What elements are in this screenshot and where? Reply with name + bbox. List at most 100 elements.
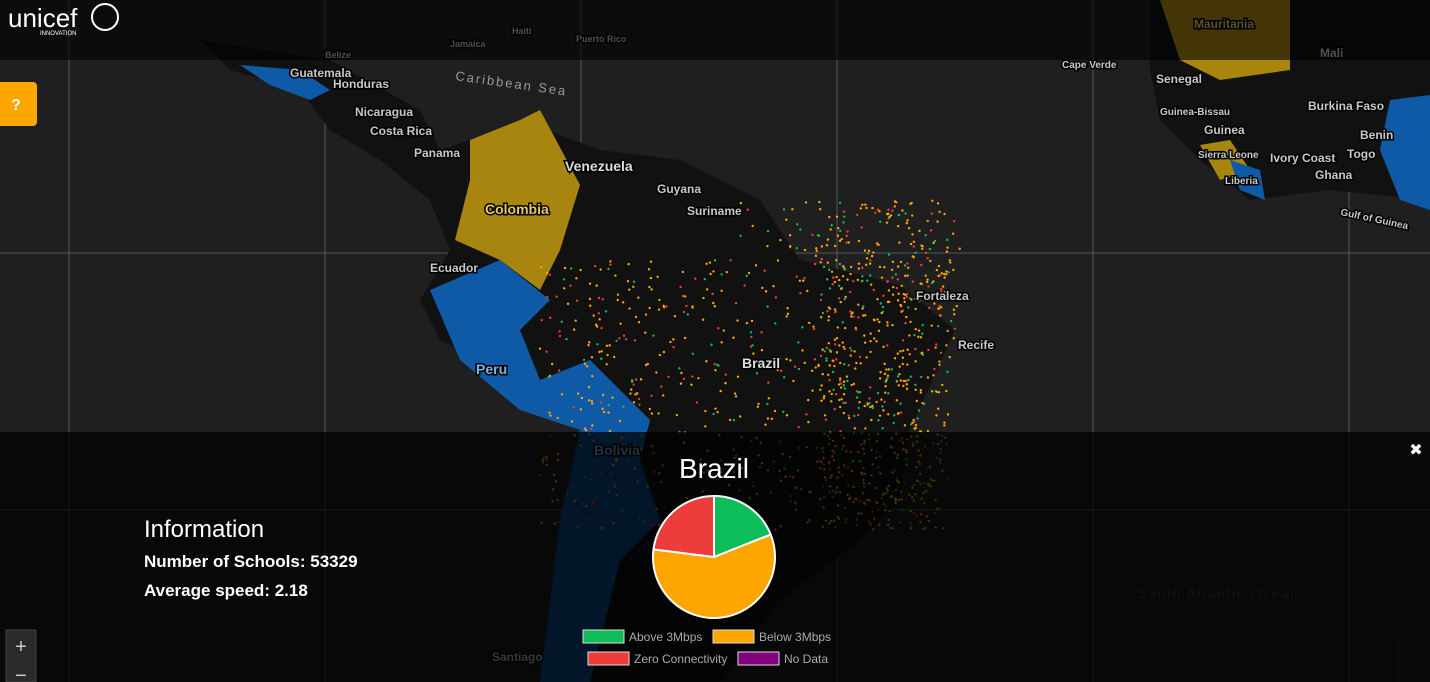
school-dot [716,363,719,367]
school-dot [869,350,872,354]
speed-label: Average speed: [144,581,270,600]
school-dot [861,203,864,207]
school-dot [798,279,802,283]
map-label: Honduras [333,77,389,91]
school-dot [885,378,888,382]
school-dot [861,266,864,270]
school-dot [656,275,659,279]
close-button[interactable]: ✖ [1409,442,1422,459]
help-label[interactable]: ? [11,97,21,114]
school-dot [952,308,956,311]
school-dot [746,208,750,211]
school-dot [601,407,604,411]
zoom-out[interactable]: − [15,665,27,682]
school-dot [896,278,900,281]
school-dot [755,372,759,375]
school-dot [591,374,594,378]
school-dot [739,201,743,205]
peru [430,260,650,460]
school-dot [841,275,845,278]
school-dot [720,273,723,276]
school-dot [752,352,755,355]
school-dot [892,421,895,425]
school-dot [720,289,723,292]
school-dot [937,391,941,394]
school-dot [916,417,919,420]
school-dot [828,287,832,290]
school-dot [796,223,799,226]
school-dot [877,243,880,247]
zoom-control: + − [5,629,37,682]
school-dot [766,305,769,308]
school-dot [855,390,859,393]
school-dot [720,341,723,344]
school-dot [538,347,542,350]
school-dot [842,411,846,415]
school-dot [929,259,932,263]
school-dot [876,208,880,212]
school-dot [629,392,632,395]
school-dot [734,395,738,398]
school-dot [845,234,849,238]
zoom-in[interactable]: + [15,636,27,658]
map-label: Nicaragua [355,105,413,119]
school-dot [766,402,769,406]
school-dot [607,267,610,271]
school-dot [823,350,826,353]
school-dot [926,280,929,284]
school-dot [815,247,818,250]
school-dot [622,334,626,337]
pie-slice [652,494,715,559]
school-dot [678,367,681,370]
school-dot [820,257,824,261]
school-dot [919,389,923,392]
school-dot [763,269,766,272]
school-dot [575,299,579,302]
school-dot [877,419,880,422]
school-dot [607,411,610,414]
school-dot [599,268,602,271]
school-dot [736,319,739,322]
school-dot [936,299,939,302]
school-dot [921,247,924,251]
help-button[interactable]: ? [0,82,37,126]
school-dot [650,288,653,291]
school-dot [708,261,712,264]
school-dot [791,208,794,211]
school-dot [835,215,839,218]
school-dot [860,279,864,283]
school-dot [852,280,855,283]
school-dot [893,357,897,360]
school-dot [827,373,830,377]
school-dot [785,357,788,361]
school-dot [921,332,924,335]
school-dot [881,427,884,430]
help-bg[interactable] [0,82,37,126]
school-dot [797,425,800,429]
school-dot [895,286,899,290]
school-dot [946,370,949,374]
school-dot [857,267,861,270]
school-dot [540,318,543,322]
map-label: Guatemala [290,66,352,80]
school-dot [940,290,943,293]
school-dot [902,292,905,296]
school-dot [644,331,647,334]
school-dot [868,262,872,265]
school-dot [880,311,883,315]
school-dot [691,375,694,378]
school-dot [898,372,901,376]
school-dot [736,375,740,378]
school-dot [819,316,823,319]
school-dot [945,270,948,273]
school-dot [899,304,903,308]
school-dot [896,375,900,378]
school-dot [941,285,945,288]
school-dot [691,305,694,308]
school-dot [843,326,847,330]
school-dot [588,282,592,285]
school-dot [878,414,882,417]
school-dot [548,374,552,377]
school-dot [872,288,875,292]
